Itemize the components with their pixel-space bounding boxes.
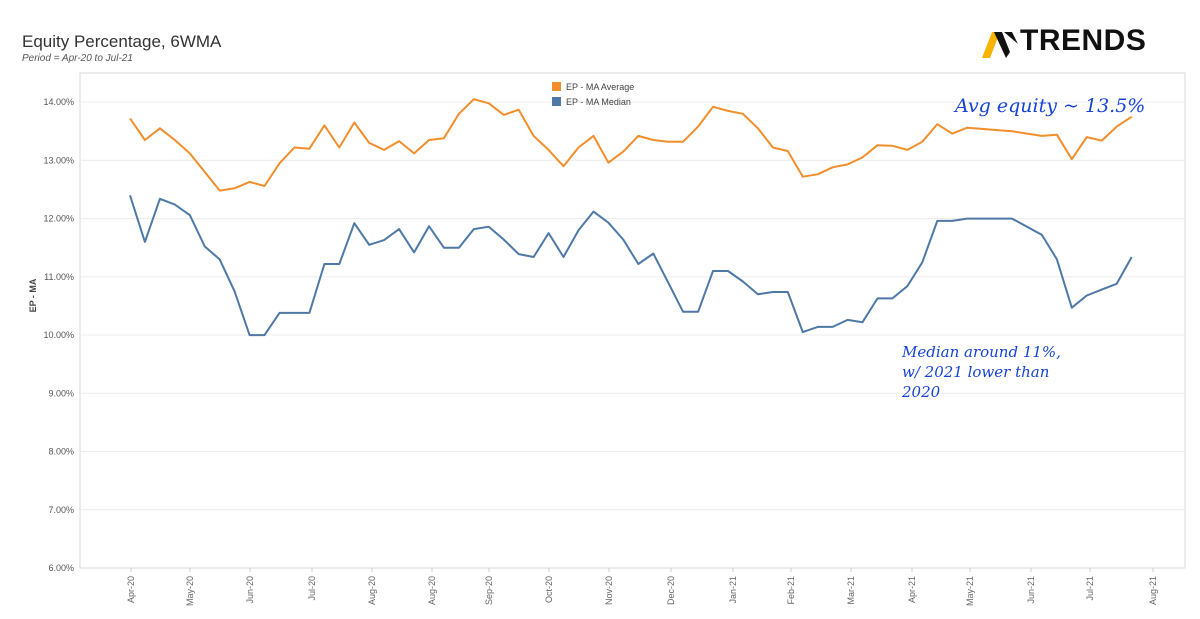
y-tick-label: 12.00%: [43, 214, 74, 224]
y-tick-label: 7.00%: [48, 505, 74, 515]
x-tick-label: Aug-20: [427, 576, 437, 605]
x-tick-label: Jan-21: [728, 576, 738, 604]
x-tick-label: Aug-20: [367, 576, 377, 605]
annotation-median: Median around 11%, w/ 2021 lower than 20…: [902, 342, 1092, 402]
trends-logo: TRENDS: [980, 22, 1180, 62]
y-axis-label: EP - MA: [28, 278, 38, 312]
y-tick-label: 14.00%: [43, 97, 74, 107]
y-tick-label: 6.00%: [48, 563, 74, 573]
x-tick-label: Jun-21: [1026, 576, 1036, 604]
x-tick-label: May-21: [965, 576, 975, 606]
legend-label: EP - MA Average: [566, 82, 634, 92]
y-tick-label: 13.00%: [43, 155, 74, 165]
y-tick-label: 9.00%: [48, 388, 74, 398]
y-tick-label: 11.00%: [44, 272, 74, 282]
annotation-median-line: Median around 11%,: [902, 343, 1061, 361]
x-tick-label: Dec-20: [666, 576, 676, 605]
x-tick-label: Jun-20: [245, 576, 255, 604]
annotation-median-line: w/ 2021 lower than: [902, 363, 1050, 381]
logo-mark-icon: [982, 32, 1018, 58]
x-tick-label: Sep-20: [484, 576, 494, 605]
legend-label: EP - MA Median: [566, 97, 631, 107]
legend-swatch: [552, 97, 561, 106]
legend-swatch: [552, 82, 561, 91]
x-tick-label: Aug-21: [1148, 576, 1158, 605]
logo-text: TRENDS: [1020, 24, 1147, 57]
x-tick-label: Apr-21: [907, 576, 917, 603]
x-tick-label: Nov-20: [604, 576, 614, 605]
annotation-median-line: 2020: [902, 383, 941, 401]
x-tick-label: Apr-20: [126, 576, 136, 603]
chart-subtitle: Period = Apr-20 to Jul-21: [22, 53, 133, 64]
x-tick-label: Mar-21: [846, 576, 856, 605]
x-tick-label: May-20: [185, 576, 195, 606]
plot-area: [79, 72, 1186, 569]
chart-title: Equity Percentage, 6WMA: [22, 32, 222, 51]
x-tick-label: Jul-20: [307, 576, 317, 601]
series-line-average: [129, 98, 1133, 192]
x-tick-label: Oct-20: [544, 576, 554, 603]
x-tick-label: Feb-21: [786, 576, 796, 605]
series-line-median: [129, 194, 1133, 337]
y-tick-label: 10.00%: [43, 330, 74, 340]
x-tick-label: Jul-21: [1085, 576, 1095, 601]
annotation-avg: Avg equity ~ 13.5%: [955, 95, 1146, 117]
y-tick-label: 8.00%: [48, 447, 74, 457]
